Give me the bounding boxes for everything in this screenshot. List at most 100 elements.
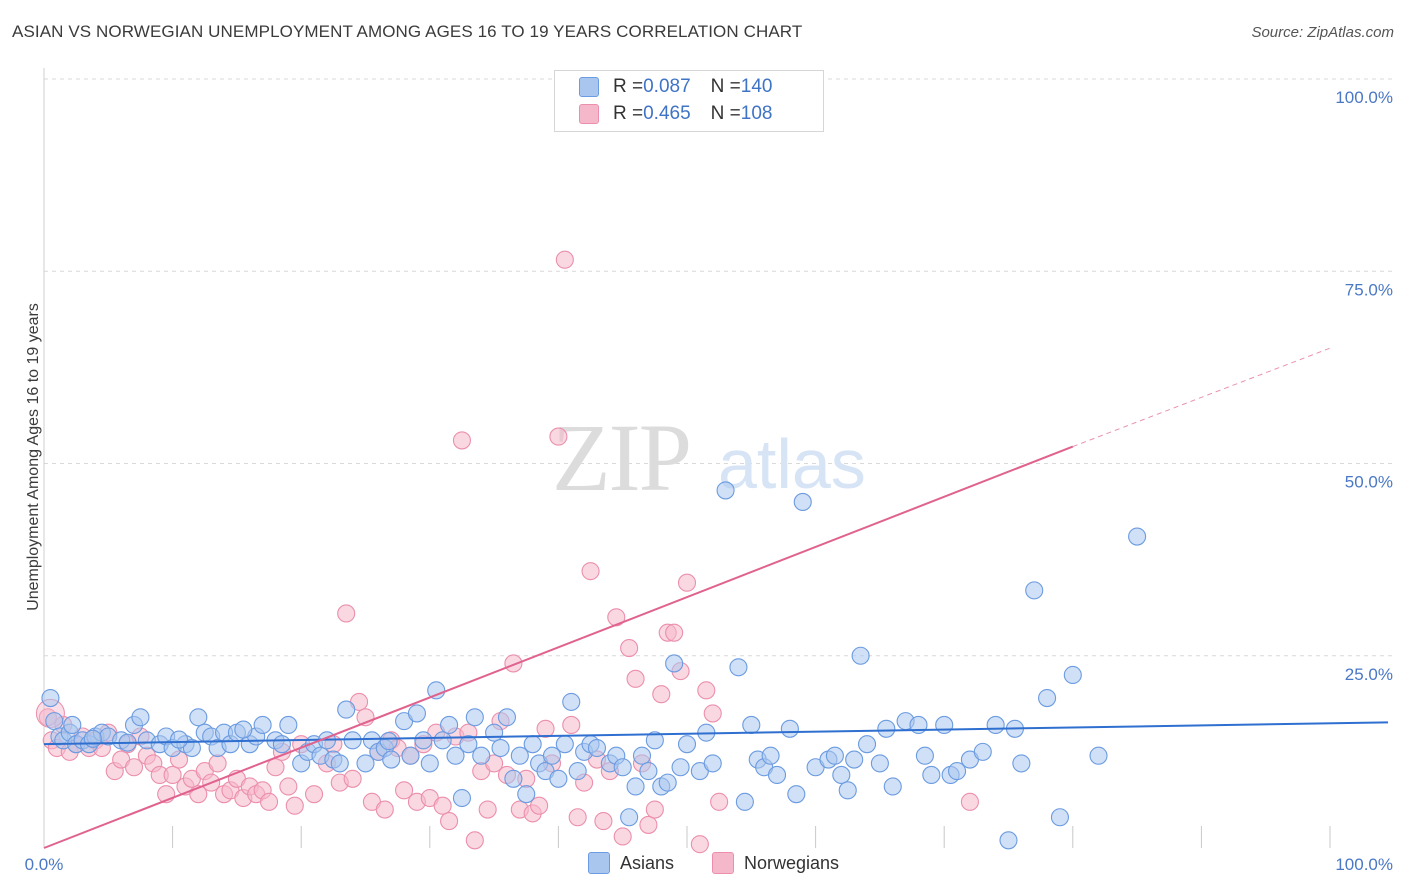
norwegian-point	[581, 562, 600, 581]
asian-point	[645, 731, 664, 750]
asian-point	[613, 758, 632, 777]
legend-row-asians: R = 0.087 N = 140	[579, 75, 772, 99]
asian-point	[1089, 746, 1108, 765]
asian-point	[857, 735, 877, 754]
legend-row-norwegians: R = 0.465 N = 108	[579, 102, 772, 126]
asian-point	[41, 688, 60, 708]
asian-point	[379, 732, 398, 751]
asian-point	[440, 715, 459, 735]
asian-point	[472, 746, 491, 765]
legend-item-asians[interactable]: Asians	[588, 852, 674, 874]
norwegian-point	[208, 754, 227, 773]
asian-point	[838, 781, 857, 800]
asian-point	[948, 762, 967, 781]
asian-point	[401, 746, 420, 765]
asian-point	[742, 715, 761, 735]
norwegians-swatch	[579, 104, 599, 124]
legend-item-norwegians[interactable]: Norwegians	[712, 852, 839, 874]
asian-point	[510, 746, 529, 765]
asian-point	[433, 731, 452, 750]
norwegian-point	[452, 431, 472, 450]
norwegian-point	[568, 808, 587, 827]
asian-point	[761, 746, 780, 765]
legend-r-label: R =	[613, 76, 644, 97]
asian-point	[420, 754, 439, 773]
asian-point	[870, 754, 889, 773]
norwegian-point	[478, 800, 497, 819]
asian-point	[825, 746, 844, 765]
norwegian-point	[710, 792, 729, 811]
asian-point	[915, 746, 934, 765]
asian-point	[459, 735, 478, 754]
asian-point	[935, 715, 954, 735]
asian-point	[427, 681, 446, 700]
asians-points	[41, 481, 1147, 850]
grid-lines	[44, 78, 1392, 657]
asian-point	[639, 762, 658, 781]
norwegian-point	[620, 639, 639, 658]
asian-point	[877, 719, 896, 738]
x-tick-label: 0.0%	[25, 855, 64, 874]
asian-point	[272, 735, 291, 754]
asian-point	[568, 762, 587, 781]
legend-n-label: N =	[710, 76, 741, 97]
asian-point	[632, 746, 652, 765]
norwegian-point	[549, 427, 568, 446]
asian-point	[491, 738, 510, 758]
norwegian-point	[626, 669, 645, 688]
asian-point	[703, 754, 722, 773]
norwegian-point	[562, 715, 581, 735]
asian-point	[851, 646, 870, 665]
asian-point	[517, 785, 536, 804]
norwegian-point	[440, 812, 459, 831]
asian-point	[716, 481, 735, 500]
asians-swatch	[579, 77, 599, 97]
asian-point	[497, 708, 517, 727]
legend-n-value: 108	[740, 103, 773, 124]
norwegian-point	[677, 573, 697, 592]
series-legend: Asians Norwegians	[0, 852, 1406, 876]
norwegian-point	[395, 781, 414, 800]
asian-point	[973, 742, 992, 761]
y-tick-label: 100.0%	[1335, 88, 1393, 107]
asian-point	[1063, 665, 1082, 685]
asians-trend-line	[43, 721, 1389, 746]
norwegian-point	[607, 608, 626, 627]
norwegian-point	[279, 777, 298, 796]
stats-legend: R = 0.087 N = 140 R = 0.465 N = 108	[554, 70, 824, 132]
asian-point	[169, 730, 189, 749]
asian-point	[1038, 688, 1057, 708]
asian-point	[83, 729, 102, 748]
asian-point	[883, 777, 902, 796]
asian-point	[658, 773, 677, 792]
source-label: Source: ZipAtlas.com	[1251, 24, 1394, 41]
asian-point	[131, 708, 150, 727]
norwegian-point	[337, 604, 356, 623]
norwegian-point	[163, 765, 182, 784]
norwegian-point	[697, 681, 716, 700]
asians-legend-label: Asians	[620, 852, 675, 873]
asian-point	[382, 750, 401, 769]
asian-point	[787, 785, 806, 804]
asian-point	[1050, 808, 1069, 827]
asian-point	[729, 658, 748, 677]
y-axis-label: Unemployment Among Ages 16 to 19 years	[25, 303, 42, 611]
norwegian-point	[555, 250, 574, 269]
asian-point	[343, 731, 362, 750]
asian-point	[485, 723, 504, 742]
asian-point	[189, 708, 208, 727]
asian-point	[677, 735, 697, 754]
trend-lines	[43, 347, 1389, 849]
asian-point	[1025, 581, 1044, 600]
asian-point	[504, 769, 523, 788]
asian-point	[999, 831, 1018, 850]
asian-point	[626, 777, 645, 796]
watermark-zip: ZIP	[552, 404, 690, 511]
asian-point	[279, 715, 298, 735]
legend-n-value: 140	[740, 76, 773, 97]
asian-point	[465, 708, 484, 727]
asian-point	[542, 746, 562, 765]
asian-point	[767, 765, 787, 784]
norwegian-point	[259, 792, 279, 811]
norwegian-point	[665, 623, 684, 642]
